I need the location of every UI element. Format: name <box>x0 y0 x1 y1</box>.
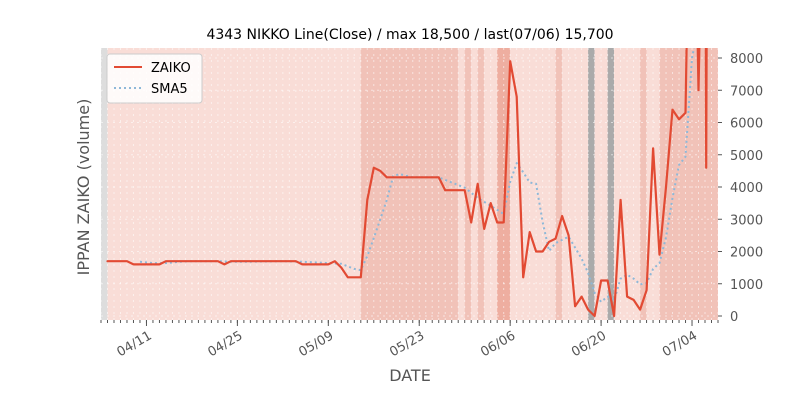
background-band <box>588 48 595 320</box>
y-tick-label: 7000 <box>730 84 763 99</box>
y-tick-label: 0 <box>730 310 738 325</box>
y-tick-label: 4000 <box>730 181 763 196</box>
legend: ZAIKO SMA5 <box>106 53 203 104</box>
x-tick-label: 07/04 <box>660 328 700 360</box>
background-band <box>614 48 641 320</box>
y-tick-label: 2000 <box>730 246 763 261</box>
y-tick-label: 8000 <box>730 52 763 67</box>
x-axis-title: DATE <box>389 366 431 385</box>
grid <box>101 48 718 320</box>
background-bands <box>101 48 718 320</box>
background-band <box>484 48 498 320</box>
background-band <box>646 48 660 320</box>
x-tick-label: 05/09 <box>296 328 336 360</box>
y-tick-label: 1000 <box>730 278 763 293</box>
background-band <box>555 48 563 320</box>
series-line-zaiko <box>106 48 708 318</box>
y-tick-label: 3000 <box>730 213 763 228</box>
chart-title: 4343 NIKKO Line(Close) / max 18,500 / la… <box>206 27 613 43</box>
legend-label-sma5: SMA5 <box>151 82 188 97</box>
background-band <box>607 48 615 320</box>
x-tick-label: 05/23 <box>387 328 427 360</box>
legend-label-zaiko: ZAIKO <box>151 61 191 76</box>
background-band <box>640 48 647 320</box>
y-axis-title: IPPAN ZAIKO (volume) <box>74 99 93 276</box>
background-band <box>510 48 556 320</box>
background-band <box>360 48 459 320</box>
background-band <box>464 48 472 320</box>
series-line-sma5 <box>139 48 696 303</box>
series-lines <box>106 48 708 318</box>
x-tick-label: 04/25 <box>205 328 245 360</box>
background-band <box>477 48 485 320</box>
x-tick-label: 04/11 <box>115 328 155 360</box>
background-band <box>594 48 608 320</box>
background-band <box>458 48 465 320</box>
y-tick-label: 5000 <box>730 149 763 164</box>
background-band <box>659 48 718 320</box>
background-band <box>562 48 589 320</box>
x-tick-label: 06/06 <box>478 328 518 360</box>
x-tick-label: 06/20 <box>569 328 609 360</box>
background-band <box>471 48 478 320</box>
y-tick-label: 6000 <box>730 117 763 132</box>
background-band <box>101 48 108 320</box>
